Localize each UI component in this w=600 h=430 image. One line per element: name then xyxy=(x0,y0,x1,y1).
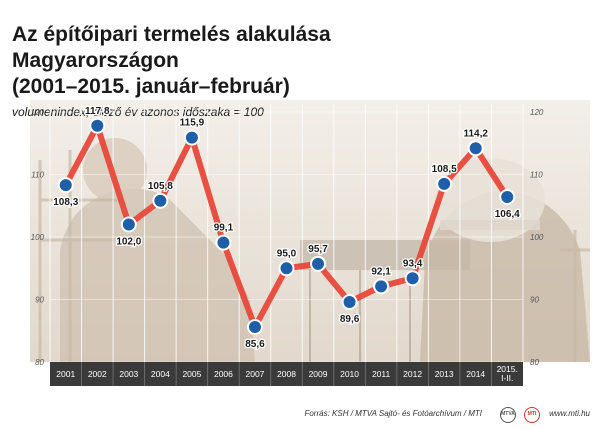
y-tick-label: 120 xyxy=(530,108,544,117)
data-point xyxy=(467,140,484,157)
data-label: 102,0 xyxy=(116,237,141,248)
data-label: 108,5 xyxy=(432,164,457,175)
x-tick-label: 2011 xyxy=(372,369,391,379)
y-tick-label: 80 xyxy=(530,358,539,367)
data-label: 114,2 xyxy=(463,128,488,139)
data-point xyxy=(499,189,516,205)
x-tick-label: 2008 xyxy=(277,369,296,379)
x-tick-label: 2001 xyxy=(56,369,75,379)
footer: Forrás: KSH / MTVA Sajtó- és Fotóarchívu… xyxy=(0,401,600,430)
data-point xyxy=(404,270,421,287)
x-tick-label: 2002 xyxy=(88,369,107,379)
data-label: 106,4 xyxy=(495,209,520,220)
data-point xyxy=(89,117,106,134)
x-tick-label: 2003 xyxy=(119,369,138,379)
x-tick-label: 2004 xyxy=(151,369,170,379)
data-label: 92,1 xyxy=(371,266,391,277)
data-point xyxy=(436,175,453,192)
y-tick-label: 100 xyxy=(31,233,45,242)
data-label: 108,3 xyxy=(53,197,78,208)
title-block: Az építőipari termelés alakulása Magyaro… xyxy=(12,22,452,119)
line-chart: 80 80 90 90 100 100 110 110 120 120 2001 2002 2003 20… xyxy=(31,104,544,386)
chart-title: Az építőipari termelés alakulása Magyaro… xyxy=(12,23,331,98)
data-label: 95,0 xyxy=(277,248,297,259)
y-tick-label: 90 xyxy=(530,296,539,305)
data-label: 93,4 xyxy=(403,258,423,269)
x-tick-label: 2013 xyxy=(435,369,454,379)
x-tick-label: 2005 xyxy=(182,369,201,379)
data-point xyxy=(152,192,169,209)
data-label: 117,8 xyxy=(85,106,110,117)
mtva-logo: MTVA xyxy=(500,407,516,423)
data-label: 85,6 xyxy=(245,339,265,350)
y-tick-label: 80 xyxy=(35,358,44,367)
data-label: 95,7 xyxy=(308,244,328,255)
x-tick-label: 2014 xyxy=(466,369,485,379)
data-point xyxy=(246,319,263,335)
data-point xyxy=(57,177,74,194)
x-tick-label: 2015. I-II. xyxy=(497,364,518,383)
x-axis-band xyxy=(50,362,523,386)
data-point xyxy=(215,234,232,251)
mti-logo: MTI xyxy=(524,407,540,423)
y-tick-label: 120 xyxy=(31,108,45,117)
data-label: 105,8 xyxy=(148,181,173,192)
data-point xyxy=(341,294,358,310)
data-label: 99,1 xyxy=(214,223,234,234)
data-point xyxy=(278,260,295,277)
y-tick-label: 90 xyxy=(35,296,44,305)
website-link[interactable]: www.mti.hu xyxy=(549,409,590,418)
source-credit: Forrás: KSH / MTVA Sajtó- és Fotóarchívu… xyxy=(304,409,482,418)
y-tick-label: 110 xyxy=(31,171,44,180)
y-tick-label: 100 xyxy=(530,233,544,242)
data-label: 115,9 xyxy=(180,118,205,129)
x-tick-label: 2009 xyxy=(309,369,328,379)
x-tick-label: 2006 xyxy=(214,369,233,379)
x-tick-label: 2010 xyxy=(340,369,359,379)
data-point xyxy=(373,278,390,295)
x-tick-label: 2007 xyxy=(246,369,265,379)
data-label: 89,6 xyxy=(340,314,360,325)
data-point xyxy=(310,255,327,272)
data-point xyxy=(120,216,137,233)
x-tick-label: 2012 xyxy=(403,369,422,379)
y-tick-label: 110 xyxy=(530,171,543,180)
data-point xyxy=(183,129,200,146)
